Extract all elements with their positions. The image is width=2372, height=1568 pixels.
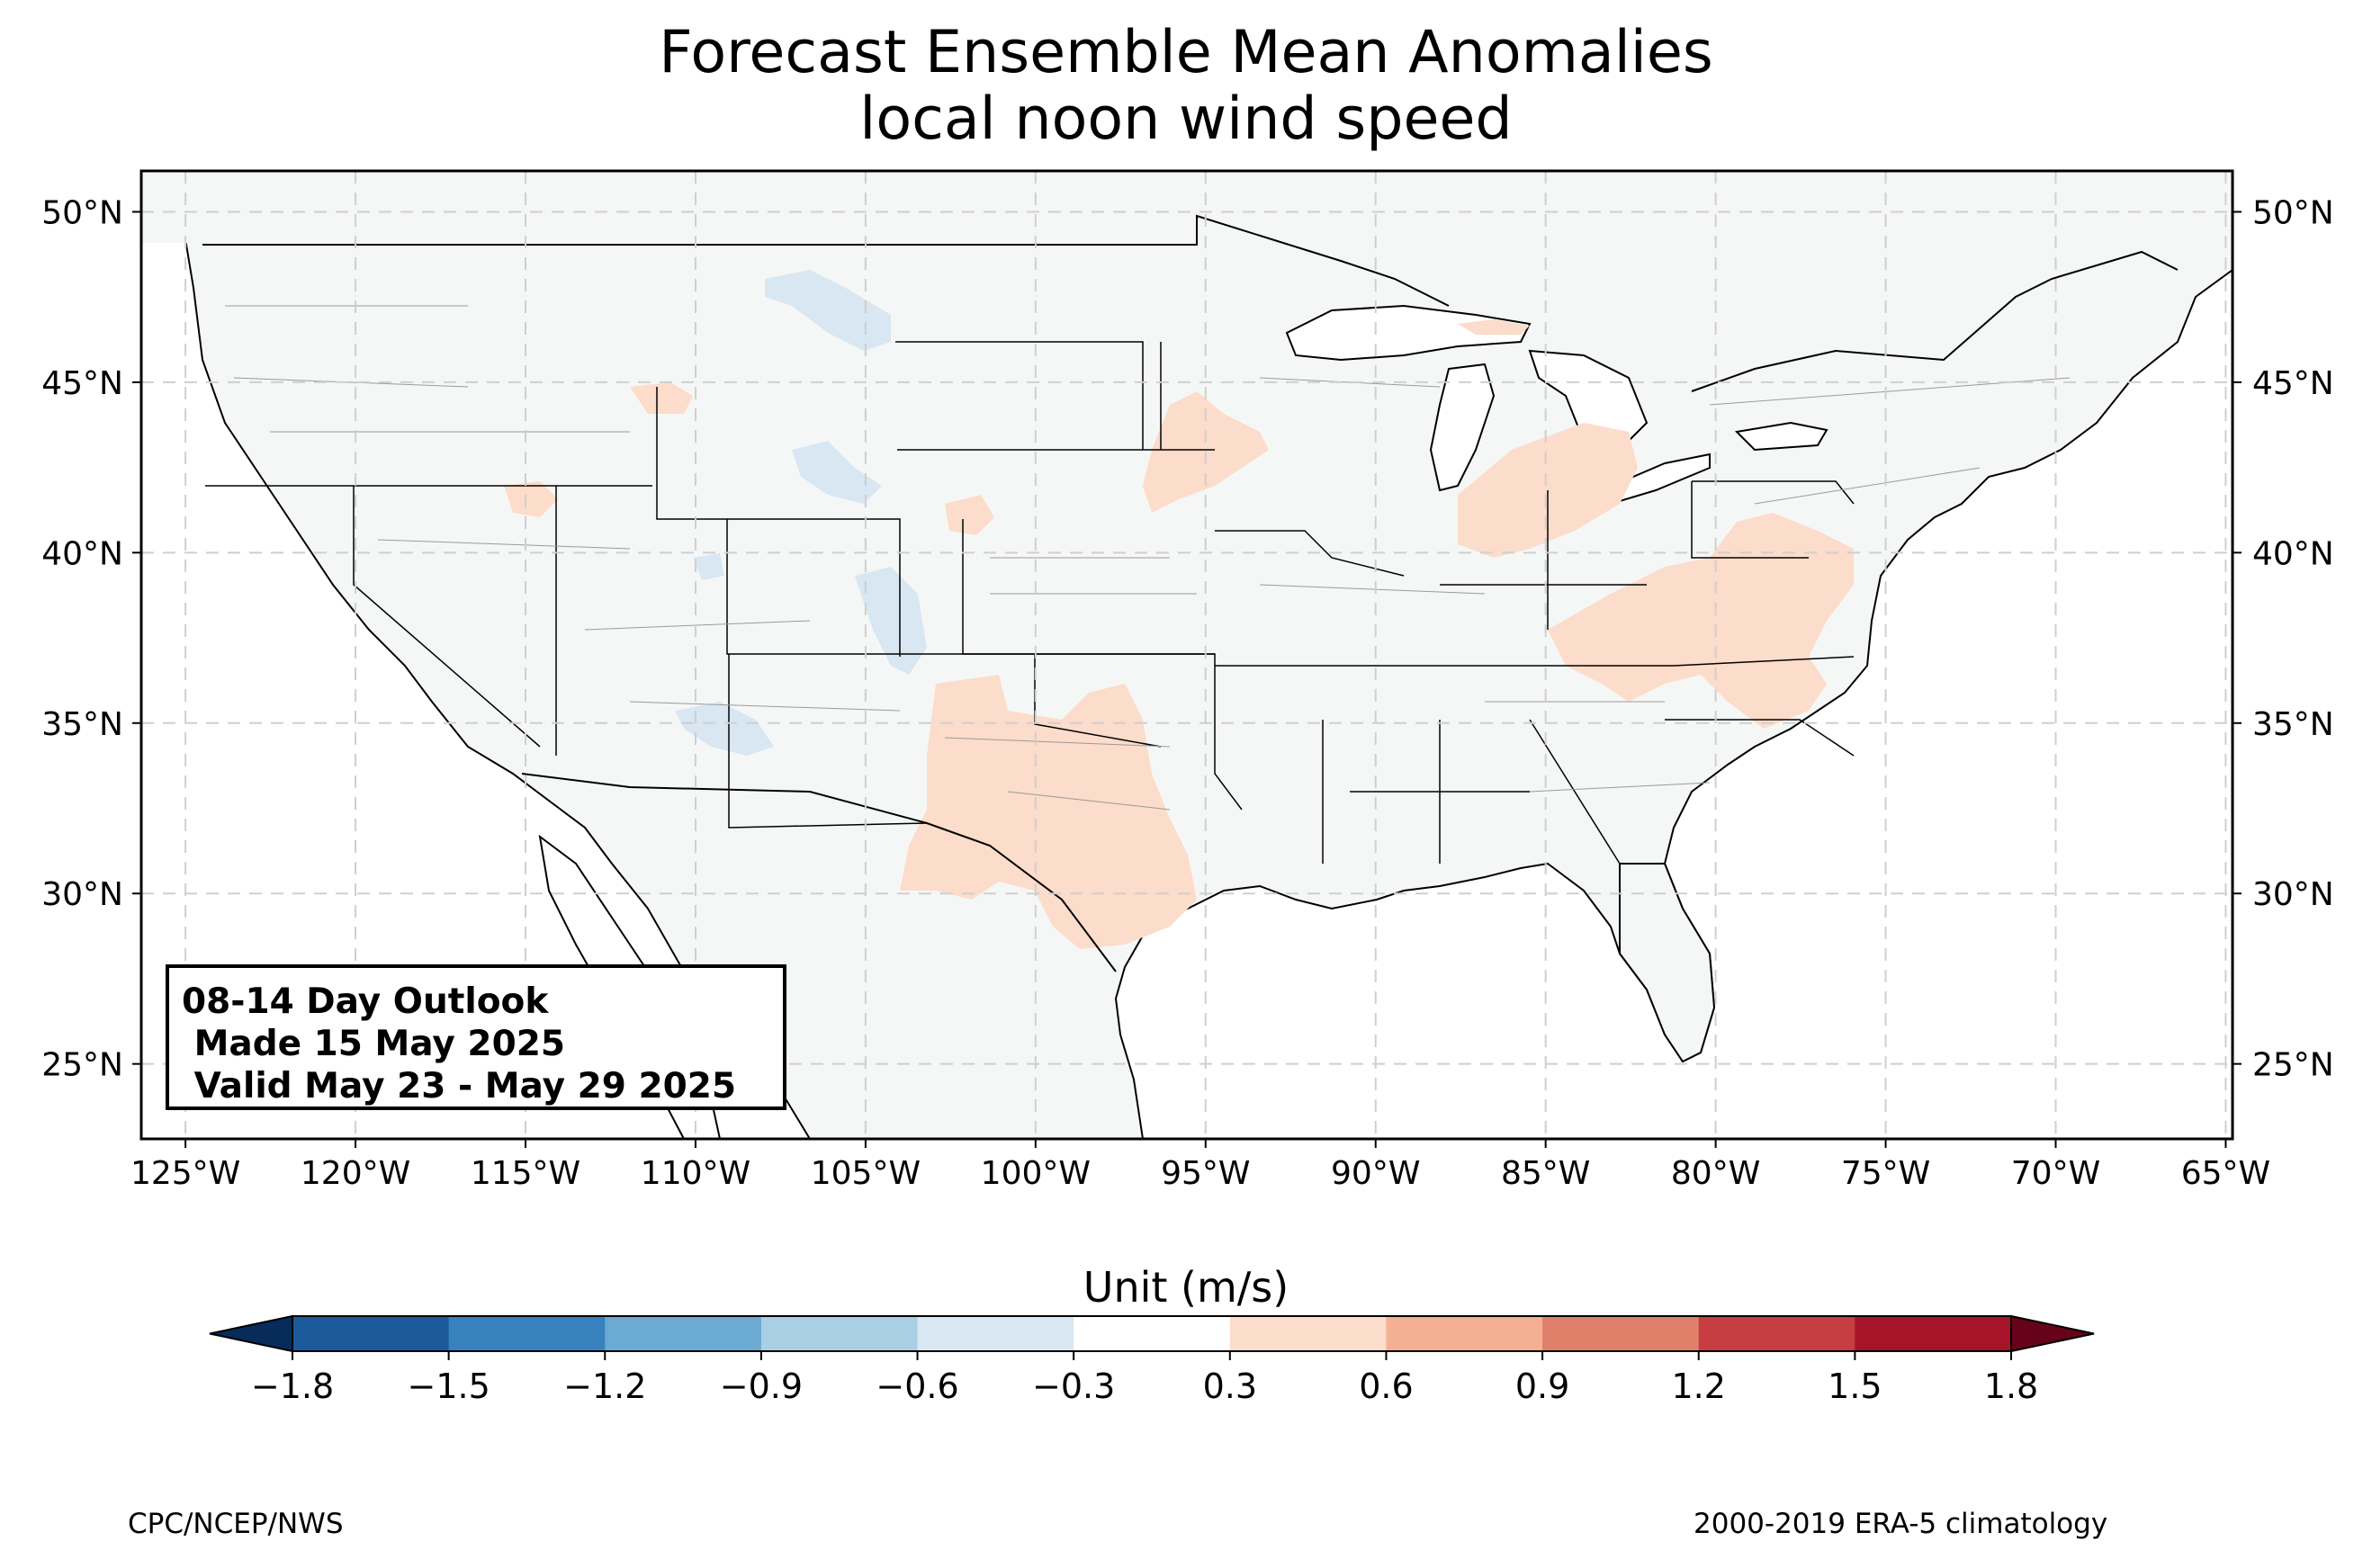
outlook-info-box: 08-14 Day Outlook Made 15 May 2025 Valid… [166,964,786,1110]
lon-tick-labels: 125°W 120°W 115°W 110°W 105°W 100°W 95°W 90°W 85… [130,1139,2270,1192]
colorbar-segment [1855,1316,2012,1351]
colorbar-tick-label: 0.3 [1203,1366,1257,1406]
lat-tick-label-left: 25°N [41,1047,123,1084]
state-borders [205,341,1855,865]
colorbar-tick-label: −0.3 [1032,1366,1115,1406]
footer-source: CPC/NCEP/NWS [128,1508,344,1540]
chart-subtitle: local noon wind speed [859,85,1513,153]
negative-anomaly-wyoming [792,441,882,504]
colorbar-tick-label: −1.2 [563,1366,646,1406]
lon-tick-label: 75°W [1841,1155,1930,1192]
lon-tick-label: 95°W [1161,1155,1250,1192]
outlook-period: 08-14 Day Outlook [182,981,549,1022]
chart-title: Forecast Ensemble Mean Anomalies [659,19,1713,86]
colorbar-segment [448,1316,606,1351]
colorbar-tick-label: −0.6 [876,1366,958,1406]
colorbar-segment [292,1316,450,1351]
colorbar-tick-label: 1.2 [1672,1366,1726,1406]
colorbar-tick-label: 1.5 [1828,1366,1882,1406]
lon-tick-label: 115°W [471,1155,580,1192]
positive-anomaly-montana [630,382,693,414]
colorbar [209,1314,2095,1353]
colorbar-segment [1229,1316,1387,1351]
colorbar-tick-label: 0.9 [1515,1366,1569,1406]
lon-tick-label: 110°W [641,1155,750,1192]
negative-anomaly-colorado [855,567,927,675]
negative-anomaly-montana-north [765,270,891,351]
positive-anomaly-areas [504,319,1854,949]
positive-anomaly-virginia [1548,513,1854,729]
lat-tick-label-right: 25°N [2252,1047,2334,1084]
colorbar-label: Unit (m/s) [1083,1263,1289,1312]
colorbar-tick-label: −1.5 [407,1366,490,1406]
lon-tick-label: 70°W [2011,1155,2100,1192]
county-lines [225,305,2071,811]
colorbar-segment [1074,1316,1231,1351]
colorbar-segment [760,1316,919,1351]
negative-anomaly-utah [693,553,724,580]
lat-tick-label-left: 30°N [41,876,123,913]
map-frame [139,169,2234,1141]
colorbar-over-arrow [2010,1314,2095,1353]
colorbar-segment [1542,1316,1700,1351]
lon-tick-label: 105°W [811,1155,921,1192]
lat-tick-labels: 50°N 50°N 45°N 45°N 40°N 40°N 35°N 35°N 30°N 30°N… [41,194,2334,1083]
lat-tick-label-right: 35°N [2252,706,2334,743]
colorbar-outline [292,1315,2012,1352]
positive-anomaly-texas [900,675,1197,949]
positive-anomaly-kansas [945,495,994,535]
lon-tick-label: 90°W [1331,1155,1420,1192]
valid-dates: Valid May 23 - May 29 2025 [182,1066,737,1107]
lon-tick-label: 65°W [2181,1155,2270,1192]
lon-tick-label: 125°W [130,1155,240,1192]
colorbar-tick-label: −0.9 [720,1366,803,1406]
negative-anomaly-new-mexico [675,702,774,756]
colorbar-segment [605,1316,762,1351]
canada-land [141,171,2233,243]
lat-tick-label-left: 35°N [41,706,123,743]
colorbar-tick-labels: −1.8 −1.5 −1.2 −0.9 −0.6 −0.3 0.3 0.6 0.9 1.2 1.5 1… [251,1351,2038,1406]
lon-tick-label: 85°W [1501,1155,1590,1192]
lon-tick-label: 80°W [1671,1155,1760,1192]
lat-tick-label-left: 50°N [41,194,123,231]
lat-tick-label-right: 45°N [2252,365,2334,402]
colorbar-under-arrow [209,1314,293,1353]
colorbar-segment [917,1316,1074,1351]
footer-climatology: 2000-2019 ERA-5 climatology [1694,1508,2108,1540]
positive-anomaly-michigan-north [1458,319,1530,335]
lat-tick-label-left: 45°N [41,365,123,402]
colorbar-tick-label: −1.8 [251,1366,334,1406]
made-date: Made 15 May 2025 [182,1024,565,1064]
lon-tick-label: 120°W [301,1155,410,1192]
lake-ontario [1734,421,1828,452]
colorbar-segment [1386,1316,1543,1351]
lon-tick-label: 100°W [981,1155,1091,1192]
lat-tick-label-left: 40°N [41,535,123,572]
colorbar-tick-label: 0.6 [1359,1366,1413,1406]
lake-superior [1285,304,1532,362]
colorbar-segment [1698,1316,1855,1351]
positive-anomaly-nevada [504,481,558,517]
lake-michigan [1429,363,1496,492]
lat-tick-label-right: 30°N [2252,876,2334,913]
colorbar-tick-label: 1.8 [1984,1366,2038,1406]
lat-tick-label-right: 40°N [2252,535,2334,572]
lat-tick-label-right: 50°N [2252,194,2334,231]
negative-anomaly-areas [675,270,927,756]
